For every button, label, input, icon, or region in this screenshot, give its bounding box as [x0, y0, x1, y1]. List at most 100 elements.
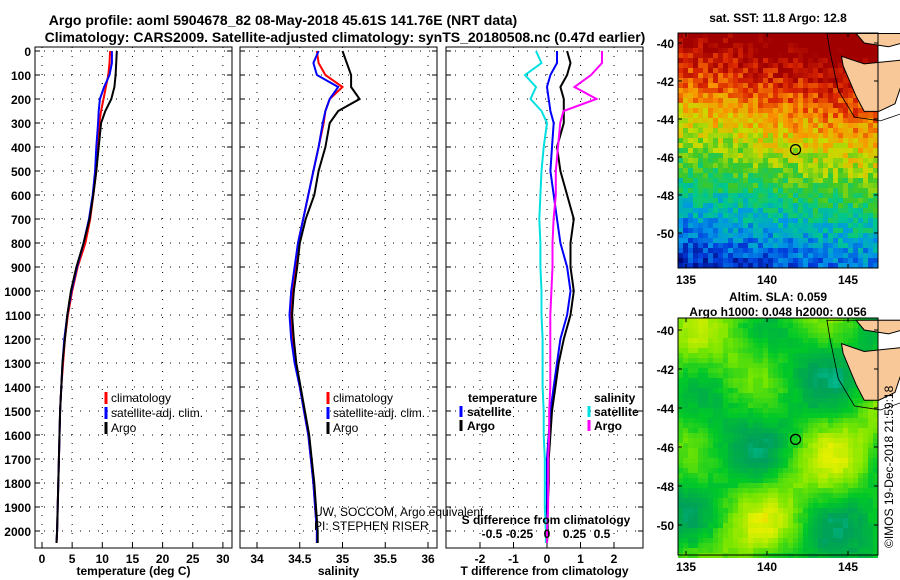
heatmap-cell [798, 358, 803, 363]
heatmap-cell [848, 413, 853, 418]
heatmap-cell [843, 123, 848, 128]
heatmap-cell [768, 483, 773, 488]
heatmap-cell [698, 153, 703, 158]
heatmap-cell [813, 513, 818, 518]
heatmap-cell [788, 63, 793, 68]
heatmap-cell [698, 203, 703, 208]
heatmap-cell [688, 93, 693, 98]
heatmap-cell [778, 538, 783, 543]
heatmap-cell [828, 43, 833, 48]
y-tick-label: 700 [11, 213, 31, 227]
heatmap-cell [798, 353, 803, 358]
heatmap-cell [753, 128, 758, 133]
heatmap-cell [743, 338, 748, 343]
heatmap-cell [788, 433, 793, 438]
heatmap-cell [873, 178, 878, 183]
heatmap-cell [703, 33, 708, 38]
heatmap-cell [728, 138, 733, 143]
heatmap-cell [848, 458, 853, 463]
heatmap-cell [713, 403, 718, 408]
legend-label: Argo [111, 421, 137, 435]
heatmap-cell [748, 58, 753, 63]
heatmap-cell [798, 88, 803, 93]
heatmap-cell [678, 113, 683, 118]
heatmap-cell [863, 153, 868, 158]
heatmap-cell [803, 458, 808, 463]
heatmap-cell [853, 53, 858, 58]
heatmap-cell [813, 208, 818, 213]
heatmap-cell [708, 328, 713, 333]
heatmap-cell [858, 488, 863, 493]
salinity-panel: 34 34.5 35 35.5 36salinityclimatologysatelli… [239, 46, 438, 578]
heatmap-cell [753, 178, 758, 183]
heatmap-cell [823, 223, 828, 228]
heatmap-cell [848, 253, 853, 258]
heatmap-cell [768, 73, 773, 78]
heatmap-cell [823, 353, 828, 358]
heatmap-cell [678, 138, 683, 143]
heatmap-cell [733, 513, 738, 518]
heatmap-cell [693, 138, 698, 143]
x-tick-label: 34 [250, 552, 264, 566]
heatmap-cell [703, 143, 708, 148]
heatmap-cell [823, 43, 828, 48]
heatmap-cell [788, 468, 793, 473]
heatmap-cell [768, 53, 773, 58]
heatmap-cell [743, 408, 748, 413]
heatmap-cell [773, 433, 778, 438]
heatmap-cell [773, 368, 778, 373]
heatmap-cell [853, 458, 858, 463]
heatmap-cell [743, 518, 748, 523]
heatmap-cell [733, 348, 738, 353]
heatmap-cell [763, 38, 768, 43]
heatmap-cell [768, 473, 773, 478]
heatmap-cell [723, 258, 728, 263]
heatmap-cell [693, 333, 698, 338]
heatmap-cell [838, 218, 843, 223]
heatmap-cell [693, 433, 698, 438]
heatmap-cell [873, 463, 878, 468]
heatmap-cell [803, 408, 808, 413]
heatmap-cell [763, 158, 768, 163]
heatmap-cell [698, 73, 703, 78]
x2-tick-label: -0.5 [482, 527, 503, 541]
heatmap-cell [798, 263, 803, 268]
heatmap-cell [813, 538, 818, 543]
heatmap-cell [693, 248, 698, 253]
heatmap-cell [688, 128, 693, 133]
heatmap-cell [743, 233, 748, 238]
heatmap-cell [753, 468, 758, 473]
heatmap-cell [853, 123, 858, 128]
heatmap-cell [823, 178, 828, 183]
heatmap-cell [848, 233, 853, 238]
heatmap-cell [683, 428, 688, 433]
heatmap-cell [778, 528, 783, 533]
heatmap-cell [773, 188, 778, 193]
heatmap-cell [768, 43, 773, 48]
heatmap-cell [773, 353, 778, 358]
heatmap-cell [753, 338, 758, 343]
heatmap-cell [853, 398, 858, 403]
heatmap-cell [768, 348, 773, 353]
heatmap-cell [863, 543, 868, 548]
heatmap-cell [733, 368, 738, 373]
heatmap-cell [828, 78, 833, 83]
heatmap-cell [803, 323, 808, 328]
heatmap-cell [693, 383, 698, 388]
heatmap-cell [728, 353, 733, 358]
heatmap-cell [703, 103, 708, 108]
heatmap-cell [843, 113, 848, 118]
heatmap-cell [848, 43, 853, 48]
heatmap-cell [733, 228, 738, 233]
heatmap-cell [723, 253, 728, 258]
heatmap-cell [773, 88, 778, 93]
heatmap-cell [778, 318, 783, 323]
heatmap-cell [833, 328, 838, 333]
heatmap-cell [678, 448, 683, 453]
heatmap-cell [753, 413, 758, 418]
heatmap-cell [688, 188, 693, 193]
heatmap-cell [708, 518, 713, 523]
heatmap-cell [763, 453, 768, 458]
heatmap-cell [838, 133, 843, 138]
heatmap-cell [693, 153, 698, 158]
